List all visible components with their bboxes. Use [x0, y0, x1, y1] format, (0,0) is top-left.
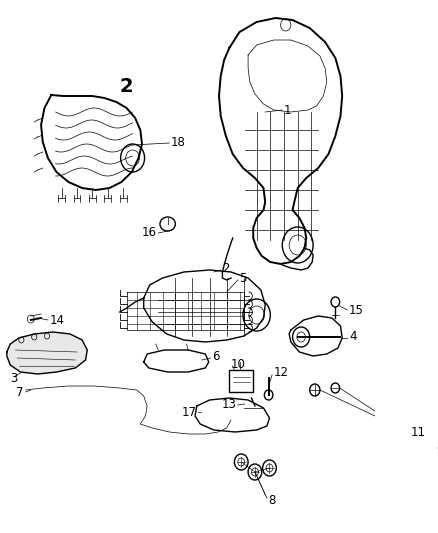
Text: 16: 16: [141, 227, 156, 239]
Text: 7: 7: [17, 385, 24, 399]
Text: 12: 12: [274, 367, 289, 379]
Text: 14: 14: [49, 313, 65, 327]
Polygon shape: [7, 332, 87, 374]
Text: 11: 11: [411, 425, 426, 439]
Text: 13: 13: [221, 399, 236, 411]
Text: 5: 5: [240, 271, 247, 285]
Text: 2: 2: [120, 77, 134, 96]
Text: 10: 10: [231, 358, 246, 370]
Text: 1: 1: [284, 103, 292, 117]
Text: 8: 8: [268, 494, 276, 506]
Text: 9: 9: [436, 443, 438, 456]
Text: 6: 6: [212, 350, 220, 362]
Text: 15: 15: [349, 303, 364, 317]
Text: 3: 3: [10, 372, 18, 384]
Text: 18: 18: [171, 136, 186, 149]
Text: 17: 17: [182, 406, 197, 418]
Text: 2: 2: [223, 262, 230, 274]
Text: 4: 4: [349, 329, 357, 343]
